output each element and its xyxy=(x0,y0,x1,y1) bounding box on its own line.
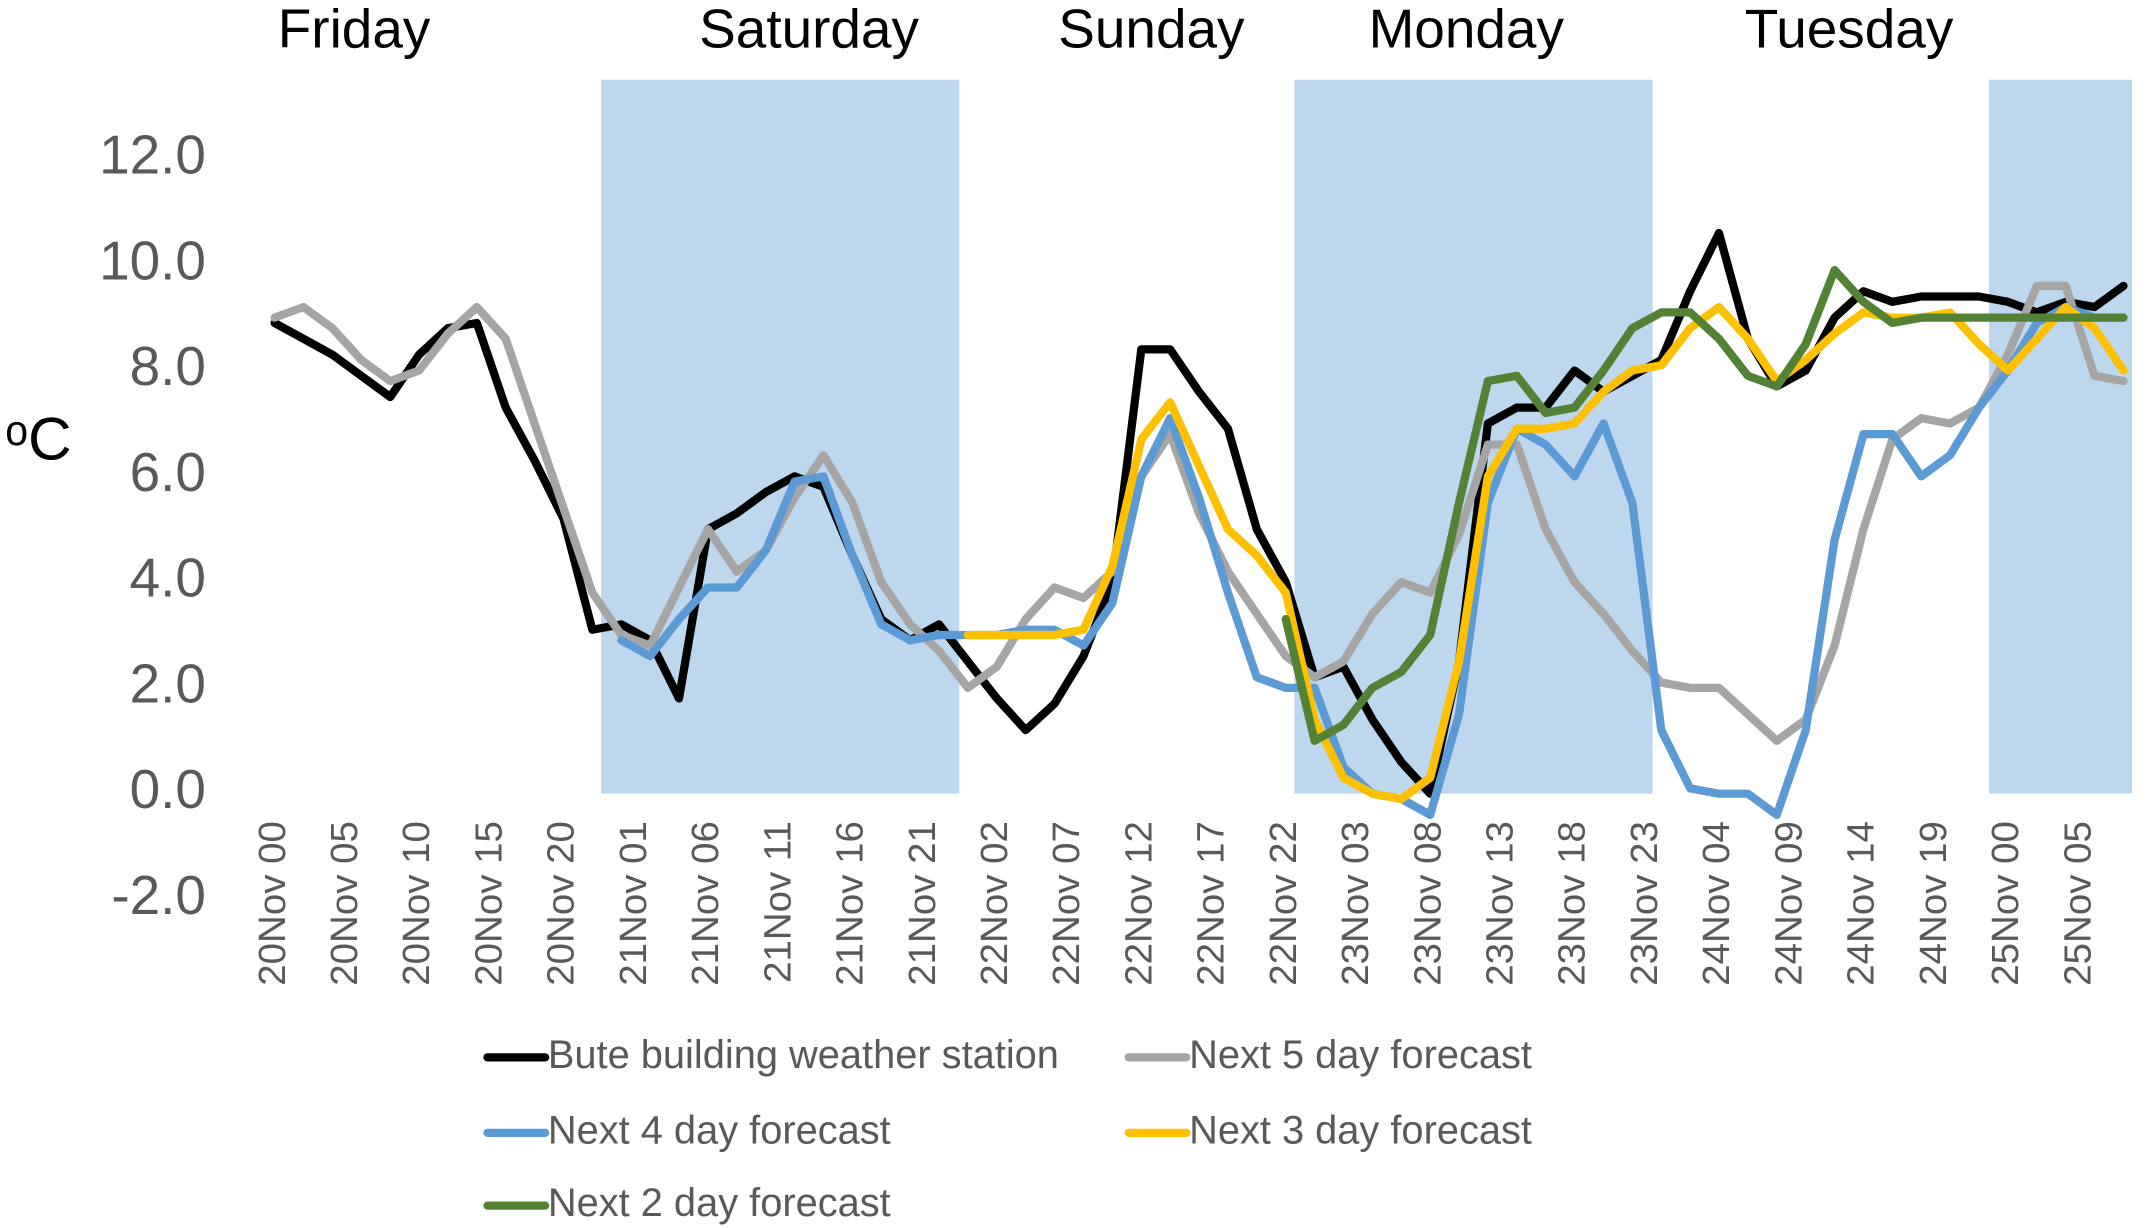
x-tick-label: 23Nov 18 xyxy=(1551,821,1594,986)
day-label: Monday xyxy=(1369,0,1565,59)
y-tick-label: 6.0 xyxy=(130,441,206,503)
day-label: Friday xyxy=(278,0,431,59)
x-tick-label: 20Nov 20 xyxy=(540,821,583,986)
x-tick-label: 21Nov 11 xyxy=(756,821,799,983)
x-tick-label: 21Nov 16 xyxy=(829,821,872,986)
y-tick-label: -2.0 xyxy=(111,864,206,926)
y-tick-label: 4.0 xyxy=(130,547,206,609)
y-tick-label: 0.0 xyxy=(130,758,206,820)
x-tick-label: 20Nov 15 xyxy=(467,821,510,986)
x-tick-label: 24Nov 09 xyxy=(1767,821,1810,986)
x-tick-label: 20Nov 05 xyxy=(323,821,366,986)
shaded-band xyxy=(601,79,960,794)
x-tick-label: 25Nov 05 xyxy=(2056,821,2099,986)
x-tick-label: 24Nov 14 xyxy=(1840,821,1883,986)
x-tick-label: 23Nov 13 xyxy=(1479,821,1522,986)
shaded-band xyxy=(1989,79,2133,794)
y-tick-label: 12.0 xyxy=(99,124,206,186)
x-tick-label: 22Nov 12 xyxy=(1117,821,1160,986)
y-tick-label: 2.0 xyxy=(130,652,206,714)
x-tick-label: 22Nov 22 xyxy=(1262,821,1305,986)
day-label: Saturday xyxy=(699,0,919,59)
day-label: Sunday xyxy=(1058,0,1245,59)
legend-label: Next 4 day forecast xyxy=(548,1108,891,1152)
legend-label: Next 5 day forecast xyxy=(1189,1033,1532,1077)
x-tick-label: 20Nov 10 xyxy=(395,821,438,986)
x-tick-label: 21Nov 21 xyxy=(901,821,944,986)
y-axis-label: ᵒC xyxy=(5,405,71,473)
x-tick-label: 22Nov 17 xyxy=(1190,821,1233,986)
x-tick-label: 22Nov 07 xyxy=(1045,821,1088,986)
x-tick-label: 24Nov 04 xyxy=(1695,821,1738,986)
x-tick-label: 25Nov 00 xyxy=(1984,821,2027,986)
y-tick-label: 10.0 xyxy=(99,229,206,291)
series-line xyxy=(270,281,2128,745)
x-tick-label: 23Nov 03 xyxy=(1334,821,1377,986)
x-tick-label: 20Nov 00 xyxy=(251,821,294,986)
legend-label: Next 2 day forecast xyxy=(548,1181,891,1225)
legend-label: Next 3 day forecast xyxy=(1189,1108,1532,1152)
legend-label: Bute building weather station xyxy=(548,1033,1059,1077)
x-tick-label: 24Nov 19 xyxy=(1912,821,1955,986)
x-tick-label: 23Nov 08 xyxy=(1406,821,1449,986)
x-tick-label: 23Nov 23 xyxy=(1623,821,1666,986)
x-tick-label: 22Nov 02 xyxy=(973,821,1016,986)
x-tick-label: 21Nov 06 xyxy=(684,821,727,986)
x-tick-label: 21Nov 01 xyxy=(612,821,655,986)
y-tick-label: 8.0 xyxy=(130,335,206,397)
day-label: Tuesday xyxy=(1745,0,1954,59)
series-line xyxy=(1281,266,2128,745)
